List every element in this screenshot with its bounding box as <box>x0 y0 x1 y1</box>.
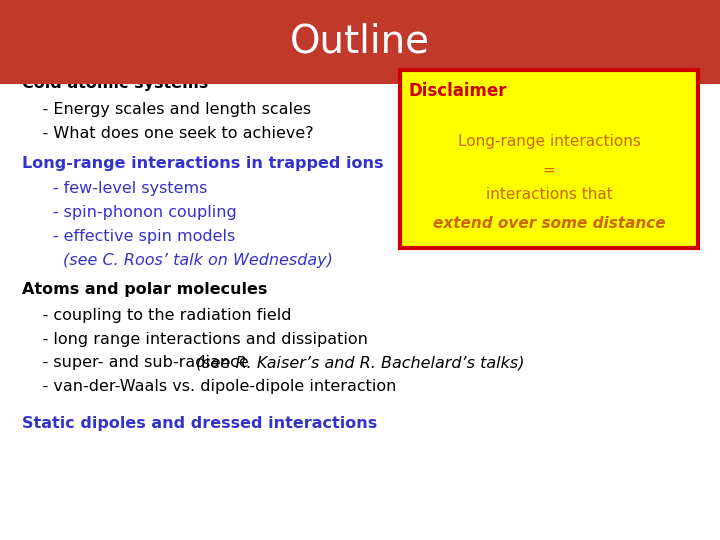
Text: Outline: Outline <box>290 23 430 61</box>
Text: extend over some distance: extend over some distance <box>433 216 665 231</box>
Text: Long-range interactions: Long-range interactions <box>458 134 640 149</box>
Text: interactions that: interactions that <box>485 187 613 202</box>
FancyBboxPatch shape <box>400 70 698 248</box>
Text: - What does one seek to achieve?: - What does one seek to achieve? <box>22 126 313 141</box>
Text: Disclaimer: Disclaimer <box>408 82 507 100</box>
Text: (see C. Roos’ talk on Wednesday): (see C. Roos’ talk on Wednesday) <box>22 253 333 268</box>
Text: - effective spin models: - effective spin models <box>22 229 235 244</box>
Text: Long-range interactions in trapped ions: Long-range interactions in trapped ions <box>22 156 383 171</box>
Text: - spin-phonon coupling: - spin-phonon coupling <box>22 205 236 220</box>
Text: - few-level systems: - few-level systems <box>22 181 207 197</box>
Text: - van-der-Waals vs. dipole-dipole interaction: - van-der-Waals vs. dipole-dipole intera… <box>22 379 396 394</box>
Text: Atoms and polar molecules: Atoms and polar molecules <box>22 282 267 298</box>
Text: (see R. Kaiser’s and R. Bachelard’s talks): (see R. Kaiser’s and R. Bachelard’s talk… <box>196 355 524 370</box>
Text: Cold atomic systems: Cold atomic systems <box>22 76 208 91</box>
Text: - coupling to the radiation field: - coupling to the radiation field <box>22 308 291 323</box>
Text: - long range interactions and dissipation: - long range interactions and dissipatio… <box>22 332 367 347</box>
Text: Static dipoles and dressed interactions: Static dipoles and dressed interactions <box>22 416 377 431</box>
Text: - Energy scales and length scales: - Energy scales and length scales <box>22 102 311 117</box>
Text: - super- and sub-radiance: - super- and sub-radiance <box>22 355 253 370</box>
Text: =: = <box>543 163 555 178</box>
FancyBboxPatch shape <box>0 0 720 84</box>
